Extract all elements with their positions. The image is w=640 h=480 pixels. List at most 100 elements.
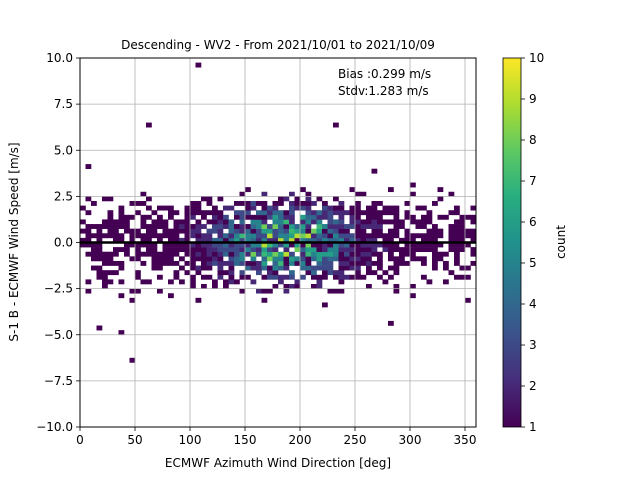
heatmap-cell [278, 200, 284, 206]
heatmap-cell [316, 247, 323, 253]
heatmap-cell [223, 260, 229, 266]
colorbar-tick-label: 8 [529, 133, 537, 147]
heatmap-cell [245, 228, 251, 234]
heatmap-cell [371, 233, 378, 239]
heatmap-cell [327, 205, 334, 211]
heatmap-cell [96, 256, 103, 262]
heatmap-cell [278, 233, 284, 239]
heatmap-cell [448, 191, 455, 197]
heatmap-cell [432, 237, 438, 243]
heatmap-cell [443, 251, 449, 257]
heatmap-cell [421, 205, 427, 211]
heatmap-cell [146, 233, 152, 239]
heatmap-cell [206, 210, 213, 216]
heatmap-cell [399, 237, 405, 243]
heatmap-cell [168, 247, 174, 253]
heatmap-cell [388, 205, 394, 211]
y-tick-label: −7.5 [44, 374, 73, 388]
heatmap-cell [360, 210, 367, 216]
heatmap-cell [377, 228, 383, 234]
heatmap-cell [102, 274, 108, 280]
heatmap-cell [107, 214, 114, 220]
heatmap-cell [415, 256, 422, 262]
heatmap-cell [300, 274, 306, 280]
heatmap-cell [162, 242, 169, 248]
heatmap-cell [267, 274, 273, 280]
heatmap-cell [305, 256, 312, 262]
heatmap-cell [272, 224, 279, 229]
heatmap-cell [355, 224, 361, 229]
heatmap-cell [289, 237, 295, 243]
heatmap-cell [206, 256, 213, 262]
heatmap-cell [294, 247, 301, 253]
heatmap-cell [344, 274, 350, 280]
heatmap-cell [151, 260, 158, 266]
heatmap-cell [283, 288, 290, 294]
heatmap-cell [124, 224, 130, 229]
heatmap-cell [327, 228, 334, 234]
heatmap-cell [289, 242, 295, 248]
heatmap-cell [393, 288, 400, 294]
heatmap-cell [250, 219, 257, 225]
heatmap-cell [338, 256, 345, 262]
heatmap-cell [393, 260, 400, 266]
heatmap-cell [179, 256, 185, 262]
heatmap-cell [366, 256, 372, 262]
heatmap-cell [140, 219, 147, 225]
heatmap-cell [179, 237, 185, 243]
heatmap-cell [432, 242, 438, 248]
heatmap-cell [333, 122, 339, 128]
heatmap-cell [294, 228, 301, 234]
heatmap-cell [80, 228, 86, 234]
heatmap-cell [333, 270, 339, 276]
x-tick-label: 350 [454, 433, 477, 447]
heatmap-cell [113, 224, 119, 229]
heatmap-cell [454, 274, 460, 280]
heatmap-cell [162, 233, 169, 239]
heatmap-cell [371, 260, 378, 266]
heatmap-cell [261, 191, 268, 197]
heatmap-cell [421, 247, 427, 253]
heatmap-cell [146, 228, 152, 234]
heatmap-cell [327, 224, 334, 229]
heatmap-cell [245, 274, 251, 280]
heatmap-cell [107, 256, 114, 262]
heatmap-cell [388, 265, 394, 271]
heatmap-cell [217, 237, 224, 243]
heatmap-cell [465, 228, 471, 234]
heatmap-cell [305, 214, 312, 220]
heatmap-cell [355, 210, 361, 216]
heatmap-cell [371, 219, 378, 225]
heatmap-cell [377, 214, 383, 220]
heatmap-cell [366, 284, 372, 289]
heatmap-cell [333, 233, 339, 239]
heatmap-cell [305, 219, 312, 225]
heatmap-cell [322, 260, 328, 266]
heatmap-cell [250, 247, 257, 253]
heatmap-cell [256, 210, 262, 216]
heatmap-cell [140, 233, 147, 239]
heatmap-cell [201, 265, 207, 271]
heatmap-cell [212, 260, 218, 266]
heatmap-cell [355, 237, 361, 243]
heatmap-cell [344, 224, 350, 229]
heatmap-cell [91, 247, 97, 253]
heatmap-cell [327, 270, 334, 276]
heatmap-cell [168, 210, 174, 216]
heatmap-cell [393, 228, 400, 234]
heatmap-cell [454, 205, 460, 211]
heatmap-cell [118, 233, 125, 239]
heatmap-cell [333, 251, 339, 257]
heatmap-cell [217, 274, 224, 280]
heatmap-cell [300, 247, 306, 253]
heatmap-cell [245, 242, 251, 248]
heatmap-cell [135, 270, 141, 276]
heatmap-cell [283, 247, 290, 253]
heatmap-cell [393, 214, 400, 220]
heatmap-cell [459, 242, 466, 248]
heatmap-cell [454, 228, 460, 234]
heatmap-cell [195, 297, 202, 303]
heatmap-cell [201, 247, 207, 253]
heatmap-cell [168, 293, 174, 299]
heatmap-cell [223, 219, 229, 225]
